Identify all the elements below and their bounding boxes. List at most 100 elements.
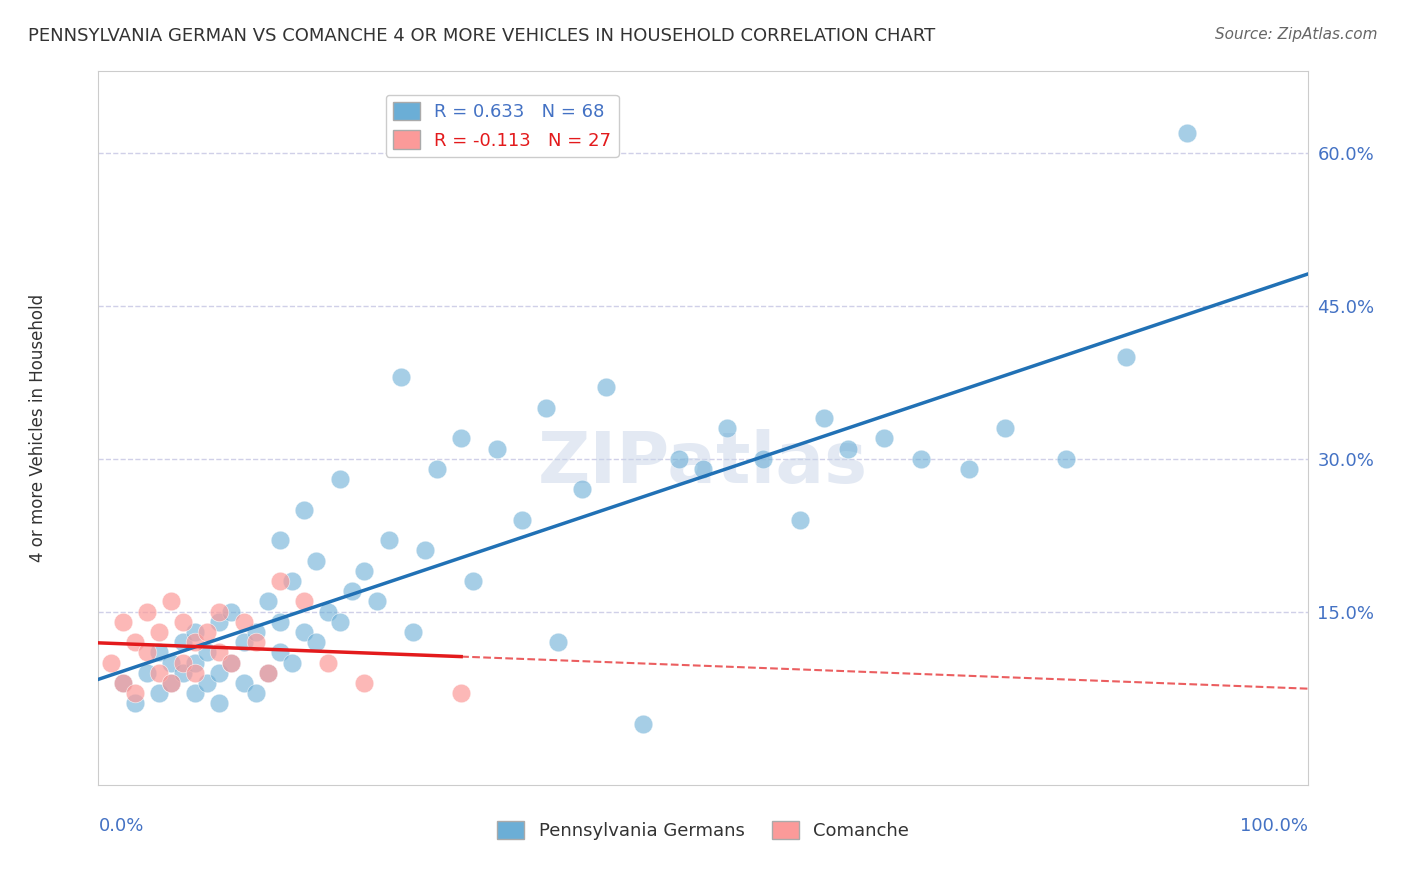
Point [957,462,980,476]
Point [353,564,375,578]
Point [221,605,243,619]
Point [245,625,267,640]
Point [195,676,218,690]
Point [100,656,122,670]
Point [426,462,449,476]
Text: Source: ZipAtlas.com: Source: ZipAtlas.com [1215,27,1378,42]
Point [160,676,183,690]
Point [389,370,412,384]
Point [172,635,194,649]
Point [148,625,170,640]
Point [256,665,278,680]
Point [305,554,328,568]
Point [595,380,617,394]
Point [208,605,231,619]
Point [692,462,714,476]
Point [232,615,254,629]
Point [342,584,364,599]
Point [292,594,315,608]
Point [184,625,207,640]
Point [195,645,218,659]
Text: 0.0%: 0.0% [98,817,143,835]
Point [124,635,146,649]
Point [1115,350,1137,364]
Point [269,615,291,629]
Point [269,533,291,548]
Point [208,697,231,711]
Point [329,615,352,629]
Point [160,676,183,690]
Point [124,686,146,700]
Point [256,594,278,608]
Text: 100.0%: 100.0% [1240,817,1308,835]
Point [813,411,835,425]
Point [450,686,472,700]
Point [269,574,291,588]
Point [195,625,218,640]
Point [111,615,134,629]
Point [752,451,775,466]
Point [135,605,157,619]
Point [208,645,231,659]
Point [316,656,339,670]
Point [269,645,291,659]
Point [160,656,183,670]
Point [873,431,896,445]
Point [292,625,315,640]
Point [631,716,654,731]
Text: ZIPatlas: ZIPatlas [538,429,868,499]
Point [571,483,593,497]
Point [160,594,183,608]
Point [172,615,194,629]
Point [292,502,315,516]
Point [377,533,399,548]
Point [716,421,738,435]
Point [305,635,328,649]
Point [402,625,425,640]
Point [245,635,267,649]
Point [256,665,278,680]
Point [135,665,157,680]
Point [837,442,859,456]
Point [111,676,134,690]
Point [221,656,243,670]
Point [1054,451,1077,466]
Point [329,472,352,486]
Point [547,635,569,649]
Point [184,635,207,649]
Point [208,665,231,680]
Text: PENNSYLVANIA GERMAN VS COMANCHE 4 OR MORE VEHICLES IN HOUSEHOLD CORRELATION CHAR: PENNSYLVANIA GERMAN VS COMANCHE 4 OR MOR… [28,27,935,45]
Point [245,686,267,700]
Point [910,451,932,466]
Point [316,605,339,619]
Point [232,676,254,690]
Point [172,665,194,680]
Point [413,543,436,558]
Point [184,656,207,670]
Point [111,676,134,690]
Point [221,656,243,670]
Point [534,401,557,415]
Point [486,442,509,456]
Point [135,645,157,659]
Point [463,574,485,588]
Point [353,676,375,690]
Point [148,686,170,700]
Text: 4 or more Vehicles in Household: 4 or more Vehicles in Household [30,294,46,562]
Legend: Pennsylvania Germans, Comanche: Pennsylvania Germans, Comanche [489,814,917,847]
Point [789,513,811,527]
Point [994,421,1017,435]
Point [232,635,254,649]
Point [124,697,146,711]
Point [184,665,207,680]
Point [450,431,472,445]
Point [366,594,388,608]
Point [1175,126,1198,140]
Point [281,656,304,670]
Point [172,656,194,670]
Point [668,451,690,466]
Point [148,665,170,680]
Point [184,686,207,700]
Point [510,513,533,527]
Point [148,645,170,659]
